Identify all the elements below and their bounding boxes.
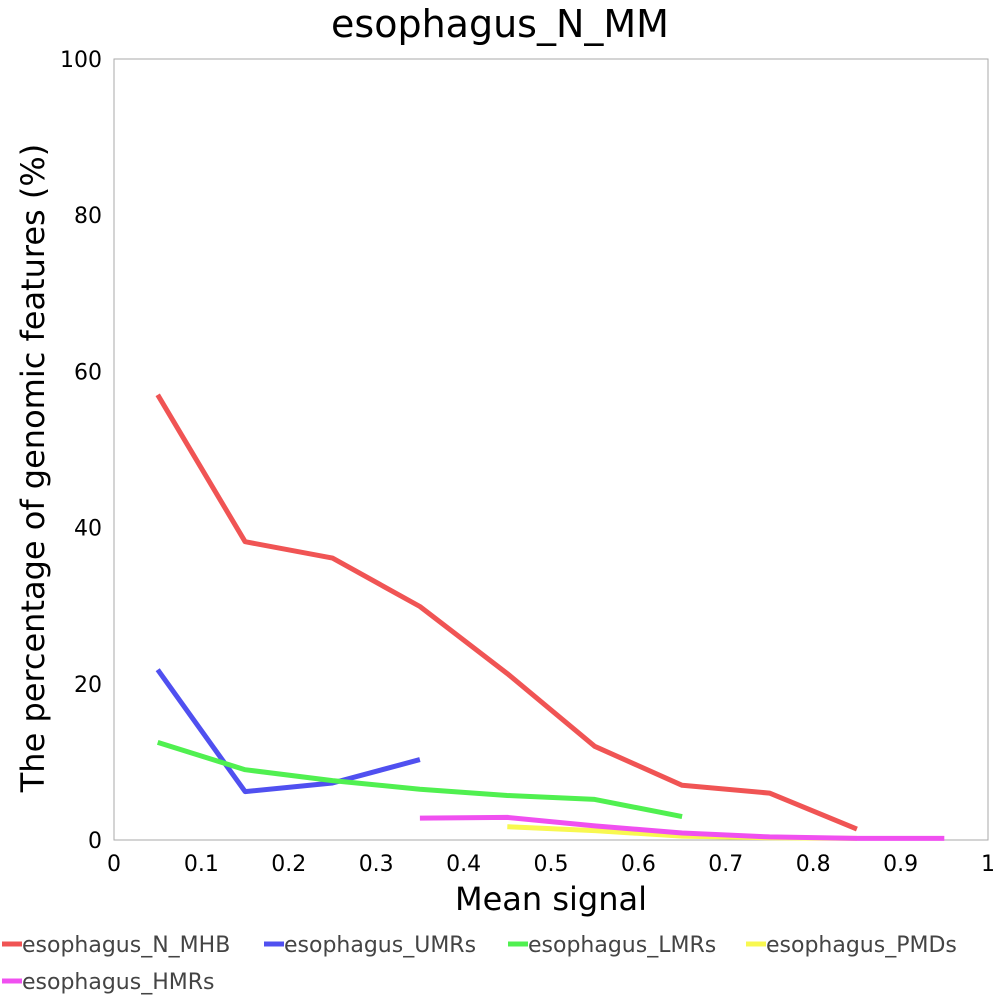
- series-line-esophagus_HMRs: [419, 814, 945, 841]
- series-line-esophagus_UMRs: [155, 668, 421, 795]
- x-tick-label: 0.6: [621, 852, 656, 877]
- chart-title: esophagus_N_MM: [331, 2, 669, 46]
- series-lines: [155, 393, 945, 841]
- legend-item: esophagus_HMRs: [2, 970, 215, 995]
- x-tick-label: 0.5: [534, 852, 569, 877]
- x-tick-label: 0.3: [359, 852, 394, 877]
- x-tick-label: 0.9: [883, 852, 918, 877]
- y-tick-label: 60: [74, 360, 102, 385]
- y-axis-title: The percentage of genomic features (%): [14, 144, 52, 793]
- legend-item: esophagus_UMRs: [264, 933, 476, 958]
- legend: esophagus_N_MHB esophagus_UMRs esophagus_L…: [2, 933, 957, 995]
- x-tick-label: 0.1: [184, 852, 219, 877]
- y-axis-ticks: 0 20 40 60 80 100: [60, 48, 102, 854]
- x-tick-label: 1: [981, 852, 995, 877]
- y-tick-label: 80: [74, 204, 102, 229]
- x-axis-title: Mean signal: [455, 880, 647, 918]
- legend-item: esophagus_N_MHB: [2, 933, 230, 958]
- y-tick-label: 0: [88, 829, 102, 854]
- x-tick-label: 0.4: [446, 852, 481, 877]
- legend-label: esophagus_PMDs: [766, 933, 957, 958]
- x-axis-ticks: 0 0.1 0.2 0.3 0.4 0.5 0.6 0.7 0.8 0.9 1: [107, 852, 995, 877]
- x-tick-label: 0.2: [271, 852, 306, 877]
- legend-item: esophagus_PMDs: [746, 933, 957, 958]
- y-tick-label: 20: [74, 673, 102, 698]
- x-tick-label: 0.7: [708, 852, 743, 877]
- legend-label: esophagus_HMRs: [22, 970, 215, 995]
- plot-area: [113, 58, 989, 841]
- legend-label: esophagus_UMRs: [284, 933, 476, 958]
- y-tick-label: 100: [60, 48, 102, 73]
- legend-label: esophagus_N_MHB: [22, 933, 230, 958]
- legend-item: esophagus_LMRs: [508, 933, 716, 958]
- series-line-esophagus_LMRs: [156, 740, 683, 820]
- series-line-esophagus_N_MHB: [155, 393, 858, 832]
- x-tick-label: 0: [107, 852, 121, 877]
- y-tick-label: 40: [74, 517, 102, 542]
- x-tick-label: 0.8: [796, 852, 831, 877]
- legend-label: esophagus_LMRs: [528, 933, 716, 958]
